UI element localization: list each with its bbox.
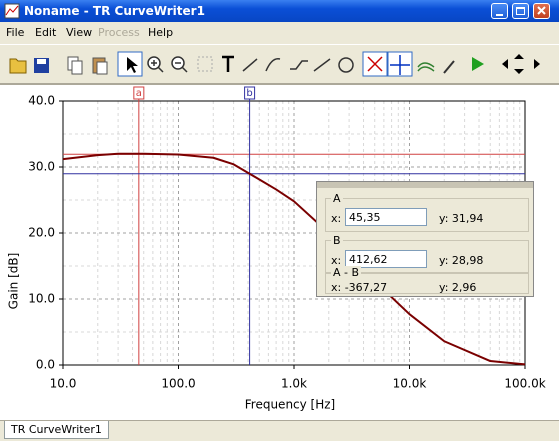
- x-input[interactable]: 45,35: [345, 208, 427, 226]
- text-tool[interactable]: [222, 55, 234, 72]
- menu-item[interactable]: Help: [148, 26, 174, 39]
- x-label: x:: [331, 212, 342, 225]
- paste-button[interactable]: [92, 57, 108, 75]
- minimize-button[interactable]: [491, 3, 508, 19]
- menu-item[interactable]: File: [6, 26, 25, 39]
- toolbar: [0, 44, 559, 84]
- run-button[interactable]: [472, 57, 484, 71]
- select-tool[interactable]: [117, 51, 143, 77]
- pick-tool[interactable]: [443, 60, 455, 74]
- x-tick-label: 100.0k: [504, 377, 545, 391]
- next-button[interactable]: [534, 59, 540, 69]
- x-tick-label: 10.0: [50, 377, 77, 391]
- y-tick-label: 20.0: [28, 226, 55, 240]
- menu-item[interactable]: Edit: [35, 26, 57, 39]
- prev-button[interactable]: [502, 59, 508, 69]
- curve: [62, 152, 526, 366]
- open-button[interactable]: [9, 58, 27, 74]
- cursor-label: b: [246, 88, 252, 99]
- menu-item[interactable]: Process: [98, 26, 140, 39]
- zoom-in-button[interactable]: [147, 56, 164, 73]
- diff-x: x: -367,27: [331, 281, 388, 294]
- y-tick-label: 30.0: [28, 160, 55, 174]
- x-tick-label: 1.0k: [281, 377, 307, 391]
- updown-button[interactable]: [514, 54, 524, 74]
- app-icon: [4, 3, 20, 19]
- y-tick-label: 10.0: [28, 292, 55, 306]
- line-tool[interactable]: [313, 58, 331, 72]
- diff-group: [325, 272, 529, 294]
- y-value: y: 28,98: [439, 254, 484, 267]
- menu-bar: File Edit View Process Help: [0, 22, 559, 42]
- cursor-tag: [244, 86, 256, 100]
- cursor-group: [325, 240, 529, 274]
- group-title: B: [331, 234, 343, 247]
- x-label: x:: [331, 254, 342, 267]
- x-axis-title: Frequency [Hz]: [245, 398, 336, 412]
- maximize-button[interactable]: [512, 3, 529, 19]
- x-tick-label: 100.0: [161, 377, 195, 391]
- toolbar-icons: [9, 51, 540, 77]
- cursor-tag: [133, 86, 145, 100]
- chart-area: Frequency [Hz] Gain [dB] 10.0 100.0 1.0k 10…: [0, 84, 559, 421]
- x-tick-label: 10.0k: [393, 377, 427, 391]
- diff-y: y: 2,96: [439, 281, 477, 294]
- arrow-tool[interactable]: [242, 58, 258, 72]
- document-tab[interactable]: TR CurveWriter1: [4, 421, 109, 439]
- save-button[interactable]: [34, 58, 49, 73]
- menu-item[interactable]: View: [66, 26, 93, 39]
- cursor-label: a: [136, 88, 142, 99]
- step-tool[interactable]: [290, 60, 308, 70]
- zoom-out-button[interactable]: [171, 56, 188, 73]
- copy-button[interactable]: [67, 56, 83, 75]
- group-title: A - B: [331, 266, 362, 279]
- y-axis-title: Gain [dB]: [7, 253, 21, 310]
- y-tick-label: 40.0: [28, 94, 55, 108]
- curves-tool[interactable]: [417, 62, 435, 72]
- close-button[interactable]: [533, 3, 550, 19]
- curve-tool[interactable]: [265, 58, 281, 72]
- group-title: A: [331, 192, 343, 205]
- y-value: y: 31,94: [439, 212, 484, 225]
- tab-bar: TR CurveWriter1: [0, 420, 559, 441]
- window-title: Noname - TR CurveWriter1: [24, 4, 205, 18]
- ellipse-tool[interactable]: [338, 57, 354, 73]
- cursor-group: [325, 198, 529, 232]
- panel-header: [317, 182, 533, 188]
- x-input[interactable]: 412,62: [345, 250, 427, 268]
- title-bar: Noname - TR CurveWriter1: [0, 0, 559, 22]
- y-tick-label: 0.0: [36, 358, 55, 372]
